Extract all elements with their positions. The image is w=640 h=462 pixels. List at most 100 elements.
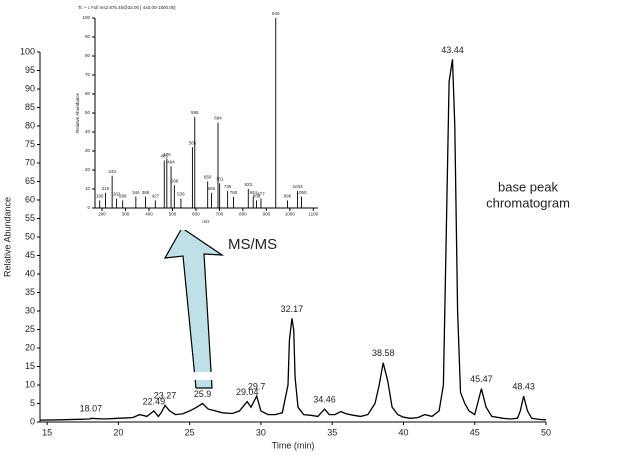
annotation: chromatogram xyxy=(486,195,570,210)
y-tick-label: 40 xyxy=(25,268,35,278)
inset-x-label: m/z xyxy=(202,219,210,224)
y-tick-label: 20 xyxy=(25,342,35,352)
stick-label: 844 xyxy=(249,190,257,195)
stick-label: 536 xyxy=(177,192,185,197)
stick-label: 190 xyxy=(96,194,104,199)
inset-y-label: Relative Abundance xyxy=(75,92,80,133)
y-tick-label: 35 xyxy=(25,287,35,297)
peak-label: 18.07 xyxy=(80,404,103,414)
peak-label: 43.44 xyxy=(441,45,464,55)
y-tick-label: 100 xyxy=(82,15,90,20)
peak-label: 34.46 xyxy=(313,394,336,404)
peak-label: 25.9 xyxy=(194,389,212,399)
stick-label: 877 xyxy=(257,192,265,197)
x-tick-label: 400 xyxy=(145,212,153,217)
stick-label: 858 xyxy=(253,194,261,199)
y-tick-label: 10 xyxy=(85,186,91,191)
x-tick-label: 700 xyxy=(216,212,224,217)
y-tick-label: 80 xyxy=(25,120,35,130)
stick-label: 494 xyxy=(167,159,175,164)
peak-label: 29.04 xyxy=(236,387,259,397)
x-tick-label: 20 xyxy=(113,427,123,437)
stick-label: 476 xyxy=(163,152,171,157)
y-axis-label: Relative Abundance xyxy=(2,197,12,277)
y-tick-label: 75 xyxy=(25,139,35,149)
stick-label: 344 xyxy=(132,190,140,195)
x-axis-label: Time (min) xyxy=(272,440,315,450)
stick-label: 288 xyxy=(119,194,127,199)
x-tick-label: 15 xyxy=(42,427,52,437)
y-tick-label: 85 xyxy=(25,102,35,112)
stick-label: 465 xyxy=(160,154,168,159)
x-tick-label: 50 xyxy=(541,427,551,437)
y-tick-label: 20 xyxy=(85,167,91,172)
arrow-label: MS/MS xyxy=(228,236,277,253)
arrow xyxy=(163,227,225,389)
x-tick-label: 1000 xyxy=(285,212,296,217)
x-tick-label: 30 xyxy=(256,427,266,437)
stick-label: 385 xyxy=(142,190,150,195)
stick-label: 990 xyxy=(284,194,292,199)
y-tick-label: 90 xyxy=(25,83,35,93)
x-tick-label: 1100 xyxy=(308,212,318,217)
arrow-gap xyxy=(194,372,214,380)
y-tick-label: 70 xyxy=(85,72,91,77)
x-tick-label: 40 xyxy=(398,427,408,437)
stick-label: 735 xyxy=(224,184,232,189)
x-tick-label: 35 xyxy=(327,427,337,437)
y-tick-label: 45 xyxy=(25,250,35,260)
y-tick-label: 25 xyxy=(25,324,35,334)
annotation: base peak xyxy=(498,179,558,194)
stick-label: 508 xyxy=(171,178,179,183)
stick-label: 666 xyxy=(208,186,216,191)
y-tick-label: 30 xyxy=(85,148,91,153)
stick-label: 595 xyxy=(191,110,199,115)
y-tick-label: 70 xyxy=(25,157,35,167)
x-tick-label: 800 xyxy=(239,212,247,217)
y-tick-label: 50 xyxy=(25,231,35,241)
y-tick-label: 0 xyxy=(87,205,90,210)
y-tick-label: 10 xyxy=(25,379,35,389)
stick-label: 243 xyxy=(108,169,116,174)
stick-label: 585 xyxy=(189,140,197,145)
y-tick-label: 30 xyxy=(25,305,35,315)
y-tick-label: 65 xyxy=(25,176,35,186)
stick-label: 940 xyxy=(272,11,280,16)
x-tick-label: 200 xyxy=(98,212,106,217)
y-tick-label: 50 xyxy=(85,110,91,115)
peak-label: 29.7 xyxy=(248,381,266,391)
y-tick-label: 0 xyxy=(30,416,35,426)
inset-title: Tc + c Full ms2 876.45@32.00 [ 440.00-18… xyxy=(78,5,176,10)
peak-label: 32.17 xyxy=(281,304,304,314)
stick-label: 650 xyxy=(204,175,212,180)
y-tick-label: 95 xyxy=(25,65,35,75)
x-tick-label: 500 xyxy=(169,212,177,217)
peak-label: 45.47 xyxy=(470,374,493,384)
y-tick-label: 5 xyxy=(30,398,35,408)
y-tick-label: 55 xyxy=(25,213,35,223)
stick-label: 694 xyxy=(214,116,222,121)
stick-label: 262 xyxy=(113,192,121,197)
y-tick-label: 40 xyxy=(85,129,91,134)
trace xyxy=(39,59,547,421)
stick-label: 701 xyxy=(216,176,224,181)
x-tick-label: 600 xyxy=(192,212,200,217)
x-tick-label: 900 xyxy=(263,212,271,217)
y-tick-label: 80 xyxy=(85,53,91,58)
y-tick-label: 60 xyxy=(85,91,91,96)
inset-background xyxy=(60,0,332,230)
stick-label: 823 xyxy=(245,182,253,187)
peak-label: 38.58 xyxy=(372,348,395,358)
y-tick-label: 100 xyxy=(20,46,35,56)
stick-label: 760 xyxy=(230,190,238,195)
peak-label: 23.27 xyxy=(154,391,177,401)
y-tick-label: 15 xyxy=(25,361,35,371)
x-tick-label: 25 xyxy=(185,427,195,437)
stick-label: 427 xyxy=(152,194,160,199)
y-tick-label: 60 xyxy=(25,194,35,204)
peak-label: 22.49 xyxy=(143,396,166,406)
stick-label: 1050 xyxy=(297,190,308,195)
stick-label: 215 xyxy=(102,186,110,191)
peak-label: 48.43 xyxy=(512,381,535,391)
